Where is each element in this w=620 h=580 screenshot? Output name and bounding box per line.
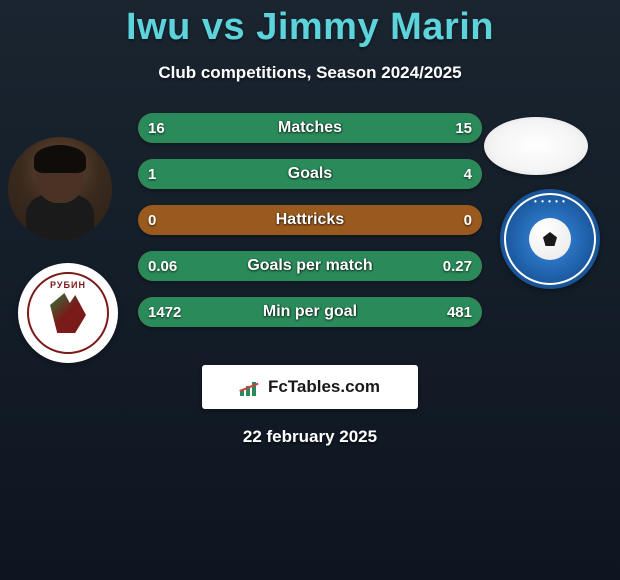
club-badge-right: • • • • • xyxy=(500,189,600,289)
comparison-card: Iwu vs Jimmy Marin Club competitions, Se… xyxy=(0,0,620,453)
stat-row: 0.06Goals per match0.27 xyxy=(138,251,482,281)
fctables-logo[interactable]: FcTables.com xyxy=(202,365,418,409)
stat-label: Matches xyxy=(138,113,482,143)
subtitle: Club competitions, Season 2024/2025 xyxy=(0,63,620,83)
stat-label: Goals per match xyxy=(138,251,482,281)
chart-icon xyxy=(240,378,262,396)
stat-value-right: 15 xyxy=(455,113,472,143)
stat-value-right: 0.27 xyxy=(443,251,472,281)
badge-left-text: РУБИН xyxy=(50,280,86,290)
comparison-date: 22 february 2025 xyxy=(0,427,620,447)
stat-bars: 16Matches15 1Goals4 0Hattricks0 0.06Goals p… xyxy=(138,113,482,343)
stat-label: Hattricks xyxy=(138,205,482,235)
page-title: Iwu vs Jimmy Marin xyxy=(0,6,620,49)
main-area: РУБИН • • • • • 16Matches15 1Goals4 0Hattr… xyxy=(0,113,620,453)
stat-row: 1472Min per goal481 xyxy=(138,297,482,327)
stat-value-right: 4 xyxy=(464,159,472,189)
logo-text: FcTables.com xyxy=(268,377,380,397)
stat-value-right: 481 xyxy=(447,297,472,327)
stat-value-right: 0 xyxy=(464,205,472,235)
club-badge-left: РУБИН xyxy=(18,263,118,363)
badge-left-icon xyxy=(50,293,86,333)
player-left-avatar xyxy=(8,137,112,241)
soccer-ball-icon xyxy=(529,218,571,260)
stat-row: 0Hattricks0 xyxy=(138,205,482,235)
player-right-avatar xyxy=(484,117,588,175)
badge-right-arc: • • • • • xyxy=(534,197,566,206)
stat-label: Min per goal xyxy=(138,297,482,327)
stat-label: Goals xyxy=(138,159,482,189)
stat-row: 1Goals4 xyxy=(138,159,482,189)
stat-row: 16Matches15 xyxy=(138,113,482,143)
